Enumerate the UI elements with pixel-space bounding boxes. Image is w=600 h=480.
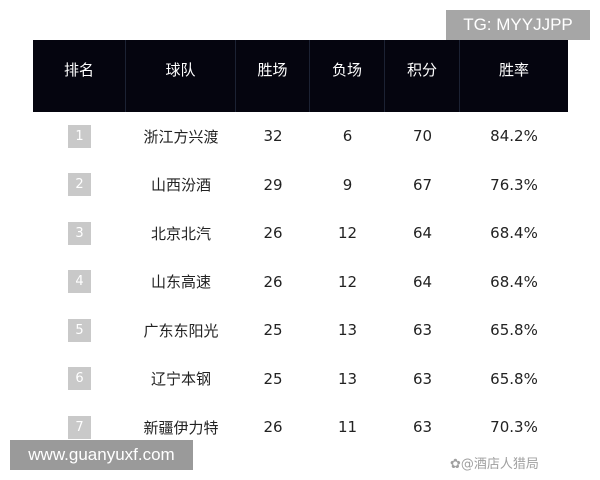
header-rank: 排名 [33,40,126,112]
rank-cell: 3 [33,221,126,245]
rank-cell: 5 [33,318,126,342]
wins-cell: 26 [263,272,283,291]
header-wins: 胜场 [236,40,310,112]
rank-badge: 5 [68,318,91,342]
team-cell: 山东高速 [150,273,211,291]
points-cell: 70 [412,127,433,145]
losses-cell: 9 [342,175,353,194]
rank-badge: 4 [68,270,91,293]
team-cell: 山西汾酒 [150,176,211,194]
watermark-top: TG: MYYJJPP [446,10,590,40]
rate-cell: 68.4% [490,272,538,291]
points-cell: 63 [412,418,433,436]
wins-cell: 25 [263,369,283,388]
wins-cell: 26 [263,418,283,436]
points-cell: 64 [412,272,433,291]
rank-badge: 1 [68,124,91,148]
points-cell: 63 [412,321,433,339]
rank-cell: 7 [33,415,126,439]
table-row: 1 浙江方兴渡 32 6 70 84.2% [33,112,568,160]
losses-cell: 6 [342,127,353,145]
rank-cell: 1 [33,124,126,148]
losses-cell: 11 [337,418,358,436]
wins-cell: 29 [263,175,283,194]
watermark-bottom: www.guanyuxf.com [10,440,193,470]
wins-cell: 26 [263,224,283,242]
header-rate: 胜率 [498,60,529,79]
header-losses: 负场 [310,40,385,112]
points-cell: 67 [412,175,433,194]
rank-cell: 6 [33,367,126,390]
wins-cell: 25 [263,321,283,339]
rate-cell: 84.2% [490,127,538,145]
table-row: 5 广东东阳光 25 13 63 65.8% [33,306,568,354]
rate-cell: 65.8% [490,321,538,339]
losses-cell: 13 [337,369,358,388]
rate-cell: 76.3% [490,175,538,194]
rate-cell: 65.8% [490,369,538,388]
table-header: 排名 球队 胜场 负场 积分 胜率 [33,40,568,112]
header-points: 积分 [385,40,460,112]
losses-cell: 12 [337,272,358,291]
table-row: 7 新疆伊力特 26 11 63 70.3% [33,403,568,451]
rank-badge: 3 [68,221,91,245]
team-cell: 浙江方兴渡 [143,127,219,146]
rank-badge: 6 [68,367,91,390]
rank-badge: 2 [68,173,91,196]
table-row: 6 辽宁本钢 25 13 63 65.8% [33,355,568,403]
rate-cell: 70.3% [490,418,538,436]
rank-badge: 7 [68,415,91,439]
header-team: 球队 [126,40,236,112]
losses-cell: 13 [337,321,358,339]
losses-cell: 12 [337,224,358,242]
team-cell: 广东东阳光 [143,321,219,340]
wins-cell: 32 [263,127,283,145]
table-row: 2 山西汾酒 29 9 67 76.3% [33,161,568,209]
team-cell: 新疆伊力特 [143,418,219,437]
points-cell: 64 [412,224,433,242]
team-cell: 辽宁本钢 [150,370,211,388]
rate-cell: 68.4% [490,224,538,242]
table-row: 3 北京北汽 26 12 64 68.4% [33,209,568,257]
rank-cell: 4 [33,270,126,293]
watermark-source: ✿@酒店人猎局 [450,457,539,472]
rank-cell: 2 [33,173,126,196]
points-cell: 63 [412,369,433,388]
table-row: 4 山东高速 26 12 64 68.4% [33,258,568,306]
team-cell: 北京北汽 [150,224,211,243]
